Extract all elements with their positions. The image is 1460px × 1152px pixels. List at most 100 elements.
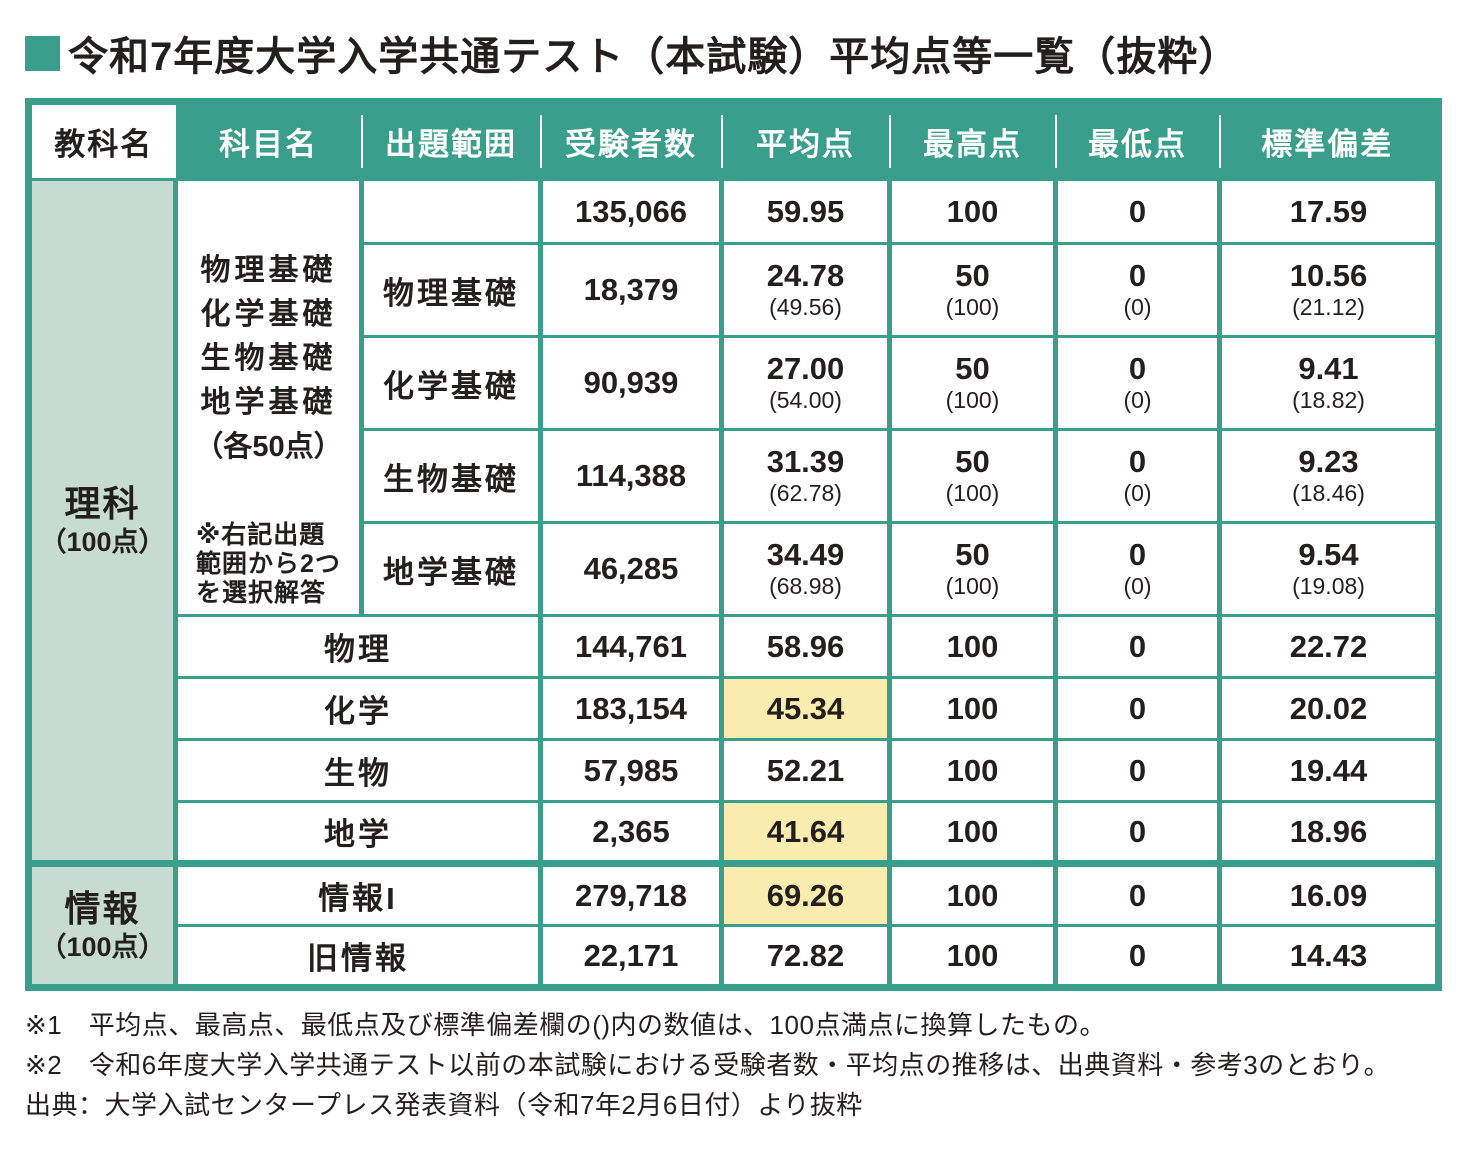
cell-scope: 生物基礎 (359, 428, 543, 524)
group-points: （100点） (39, 527, 166, 558)
cell-min: 0 (0) (1053, 335, 1222, 431)
col-header-examinees: 受験者数 (539, 101, 722, 180)
cell-scope (359, 178, 543, 245)
cell-average: 24.78 (49.56) (719, 242, 892, 338)
cell-stddev: 9.41 (18.82) (1217, 335, 1441, 431)
cell-subject: 生物 (173, 738, 543, 803)
cell-scope: 地学基礎 (359, 521, 543, 617)
col-header-question-scope: 出題範囲 (360, 101, 541, 180)
score-table: 教科名 科目名 出題範囲 受験者数 平均点 最高点 最低点 標準偏差 理科 （1… (25, 98, 1442, 991)
footnotes: ※1 平均点、最高点、最低点及び標準偏差欄の()内の数値は、100点満点に換算し… (25, 1005, 1435, 1125)
row-earth-science-basic: 地学基礎 46,285 34.49 (68.98) 50 (100) 0 (0)… (29, 521, 1441, 617)
cell-stddev: 9.54 (19.08) (1217, 521, 1441, 617)
cell-subject: 物理 (173, 614, 543, 679)
cell-min: 0 (1053, 738, 1222, 803)
cell-max: 50 (100) (887, 242, 1058, 338)
cell-average-highlighted: 69.26 (719, 860, 892, 927)
row-earth-science: 地学 2,365 41.64 100 0 18.96 (29, 800, 1441, 865)
subject-name-cell-basics: 物理基礎 化学基礎 生物基礎 地学基礎 （各50点） ※右記出題 範囲から2つ … (173, 178, 364, 617)
cell-max: 100 (887, 614, 1058, 679)
basic-subject-list: 物理基礎 化学基礎 生物基礎 地学基礎 （各50点） (194, 254, 343, 463)
group-name: 情報 (64, 888, 141, 930)
cell-min: 0 (0) (1053, 521, 1222, 617)
cell-stddev: 16.09 (1217, 860, 1441, 927)
cell-max: 50 (100) (887, 521, 1058, 617)
cell-min: 0 (1053, 614, 1222, 679)
cell-subject: 情報I (173, 860, 543, 927)
cell-scope: 物理基礎 (359, 242, 543, 338)
cell-stddev: 22.72 (1217, 614, 1441, 679)
group-cell-science: 理科 （100点） (26, 178, 178, 865)
col-header-max-score: 最高点 (888, 101, 1056, 180)
cell-average: 34.49 (68.98) (719, 521, 892, 617)
cell-examinees: 22,171 (538, 924, 724, 989)
cell-stddev: 19.44 (1217, 738, 1441, 803)
cell-max: 100 (887, 676, 1058, 741)
row-physics: 物理 144,761 58.96 100 0 22.72 (29, 614, 1441, 679)
row-old-information: 旧情報 22,171 72.82 100 0 14.43 (29, 924, 1441, 989)
source-citation: 出典：大学入試センタープレス発表資料（令和7年2月6日付）より抜粋 (25, 1090, 863, 1120)
row-biology-basic: 生物基礎 114,388 31.39 (62.78) 50 (100) 0 (0… (29, 428, 1441, 524)
cell-min: 0 (1053, 178, 1222, 245)
cell-average: 59.95 (719, 178, 892, 245)
cell-examinees: 18,379 (538, 242, 724, 338)
cell-examinees: 46,285 (538, 521, 724, 617)
cell-average-highlighted: 41.64 (719, 800, 892, 865)
col-header-std-deviation: 標準偏差 (1218, 101, 1439, 180)
group-points: （100点） (39, 932, 166, 963)
col-header-subject-name: 科目名 (175, 101, 362, 180)
row-physics-basic: 物理基礎 18,379 24.78 (49.56) 50 (100) 0 (0)… (29, 242, 1441, 338)
group-name: 理科 (64, 483, 141, 525)
col-header-subject-area: 教科名 (28, 101, 176, 180)
cell-subject: 地学 (173, 800, 543, 865)
cell-max: 100 (887, 924, 1058, 989)
cell-max: 50 (100) (887, 335, 1058, 431)
cell-examinees: 279,718 (538, 860, 724, 927)
footnote-1: ※1 平均点、最高点、最低点及び標準偏差欄の()内の数値は、100点満点に換算し… (25, 1010, 1106, 1040)
row-science-basics-total: 理科 （100点） 物理基礎 化学基礎 生物基礎 地学基礎 （各50点） ※右記… (26, 178, 1441, 865)
selection-note: ※右記出題 範囲から2つ を選択解答 (196, 521, 341, 607)
row-information-1: 情報 （100点） 情報I 279,718 69.26 100 0 16.09 (26, 860, 1441, 989)
title-square-icon (25, 35, 60, 71)
cell-min: 0 (1053, 676, 1222, 741)
cell-scope: 化学基礎 (359, 335, 543, 431)
cell-max: 100 (887, 800, 1058, 865)
cell-stddev: 17.59 (1217, 178, 1441, 245)
cell-stddev: 14.43 (1217, 924, 1441, 989)
cell-examinees: 144,761 (538, 614, 724, 679)
row-chemistry-basic: 化学基礎 90,939 27.00 (54.00) 50 (100) 0 (0)… (29, 335, 1441, 431)
cell-average: 72.82 (719, 924, 892, 989)
cell-subject: 旧情報 (173, 924, 543, 989)
cell-max: 100 (887, 178, 1058, 245)
cell-examinees: 2,365 (538, 800, 724, 865)
cell-min: 0 (0) (1053, 428, 1222, 524)
col-header-average-score: 平均点 (720, 101, 890, 180)
cell-max: 100 (887, 738, 1058, 803)
cell-examinees: 90,939 (538, 335, 724, 431)
footnote-2: ※2 令和6年度大学入学共通テスト以前の本試験における受験者数・平均点の推移は、… (25, 1050, 1391, 1080)
col-header-min-score: 最低点 (1054, 101, 1220, 180)
cell-min: 0 (1053, 860, 1222, 927)
cell-stddev: 10.56 (21.12) (1217, 242, 1441, 338)
group-cell-information: 情報 （100点） (26, 860, 178, 989)
cell-min: 0 (1053, 800, 1222, 865)
cell-examinees: 183,154 (538, 676, 724, 741)
page-title: 令和7年度大学入学共通テスト（本試験）平均点等一覧（抜粋） (68, 35, 1240, 79)
cell-average-highlighted: 45.34 (719, 676, 892, 741)
cell-average: 52.21 (719, 738, 892, 803)
row-biology: 生物 57,985 52.21 100 0 19.44 (29, 738, 1441, 803)
cell-average: 58.96 (719, 614, 892, 679)
cell-min: 0 (1053, 924, 1222, 989)
cell-min: 0 (0) (1053, 242, 1222, 338)
cell-stddev: 20.02 (1217, 676, 1441, 741)
cell-average: 27.00 (54.00) (719, 335, 892, 431)
cell-max: 50 (100) (887, 428, 1058, 524)
page: 令和7年度大学入学共通テスト（本試験）平均点等一覧（抜粋） 教科名 科目名 出題… (25, 24, 1442, 1125)
cell-max: 100 (887, 860, 1058, 927)
cell-average: 31.39 (62.78) (719, 428, 892, 524)
header-row: 教科名 科目名 出題範囲 受験者数 平均点 最高点 最低点 標準偏差 (28, 101, 1439, 180)
title-row: 令和7年度大学入学共通テスト（本試験）平均点等一覧（抜粋） (25, 24, 1435, 82)
cell-stddev: 9.23 (18.46) (1217, 428, 1441, 524)
row-chemistry: 化学 183,154 45.34 100 0 20.02 (29, 676, 1441, 741)
cell-examinees: 135,066 (538, 178, 724, 245)
